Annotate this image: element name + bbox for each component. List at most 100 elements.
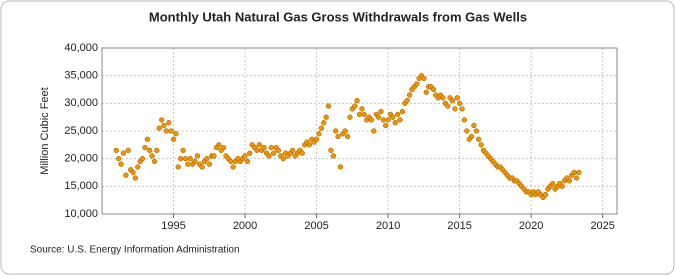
y-tick-label: 25,000 [64,125,98,137]
data-point [454,95,460,101]
data-point [344,133,351,140]
data-point [261,144,267,151]
data-point [356,111,363,118]
data-point [149,153,155,159]
data-point [123,172,129,178]
data-point [464,128,470,134]
data-point [471,122,477,129]
data-point [332,128,339,134]
data-point [399,108,406,115]
source-note: Source: U.S. Energy Information Administ… [30,245,240,256]
data-point [461,117,468,123]
data-point [271,150,277,156]
data-point [414,81,420,87]
data-point [397,117,403,123]
data-point [175,164,181,170]
data-point [573,175,580,181]
data-point [368,117,375,123]
data-point [211,153,217,159]
data-point [159,117,165,123]
data-point [380,117,387,123]
data-point [116,156,122,162]
data-point [468,133,475,140]
data-point [306,142,313,148]
data-point [139,156,146,162]
y-tick-label: 30,000 [64,97,98,109]
data-point [173,131,179,137]
data-point [559,183,565,189]
data-point [230,164,236,170]
y-tick-label: 35,000 [64,70,98,82]
y-tick-label: 10,000 [64,208,98,220]
data-point [352,103,358,109]
data-point [161,122,167,129]
data-point [168,128,174,134]
data-point [395,111,401,118]
data-point [206,161,212,167]
data-point [118,161,124,167]
data-point [421,75,427,82]
data-point [361,111,367,118]
data-point [151,158,158,165]
data-point [440,95,446,101]
data-point [335,133,341,140]
data-point [459,106,465,112]
data-point [187,156,193,162]
data-point [144,136,150,142]
x-tick-label: 1995 [161,220,185,232]
data-point [130,169,136,176]
x-tick-label: 2020 [519,220,543,232]
data-point [182,156,189,162]
x-tick-label: 2000 [233,220,257,232]
data-point [406,92,413,98]
y-tick-label: 15,000 [64,180,98,192]
data-point [178,156,184,162]
data-point [392,120,398,126]
data-point [566,178,573,184]
data-point [125,147,131,154]
data-point [390,114,396,120]
data-point [328,147,334,154]
data-point [359,106,365,112]
data-point [476,136,482,142]
data-point [316,131,322,137]
data-point [371,128,377,134]
data-point [228,158,234,165]
data-point [185,161,191,167]
chart-title: Monthly Utah Natural Gas Gross Withdrawa… [149,9,527,24]
data-point [156,125,162,131]
data-point [256,142,263,148]
data-point [194,153,201,159]
data-point [192,158,198,165]
y-tick-label: 20,000 [64,153,98,165]
data-point [325,103,332,109]
data-point [571,169,577,176]
data-point [313,136,320,142]
data-point [445,103,451,109]
data-point [280,156,286,162]
x-tick-label: 2010 [376,220,400,232]
data-point [247,150,253,156]
x-tick-label: 2015 [447,220,471,232]
data-point [268,144,274,151]
data-point [456,100,463,106]
data-point [220,144,227,151]
data-point [166,120,172,126]
data-point [321,120,327,126]
data-point [199,164,205,170]
data-point [275,147,282,154]
data-point [216,142,222,148]
data-point [135,164,141,170]
data-point [452,106,458,112]
data-point [478,142,484,148]
plot-area [101,47,618,215]
data-point [244,158,251,165]
data-point [330,153,336,159]
data-point [542,191,549,198]
data-point [254,147,260,154]
data-point [354,97,360,104]
data-point [180,147,186,154]
data-point [242,153,248,159]
data-point [146,147,153,154]
